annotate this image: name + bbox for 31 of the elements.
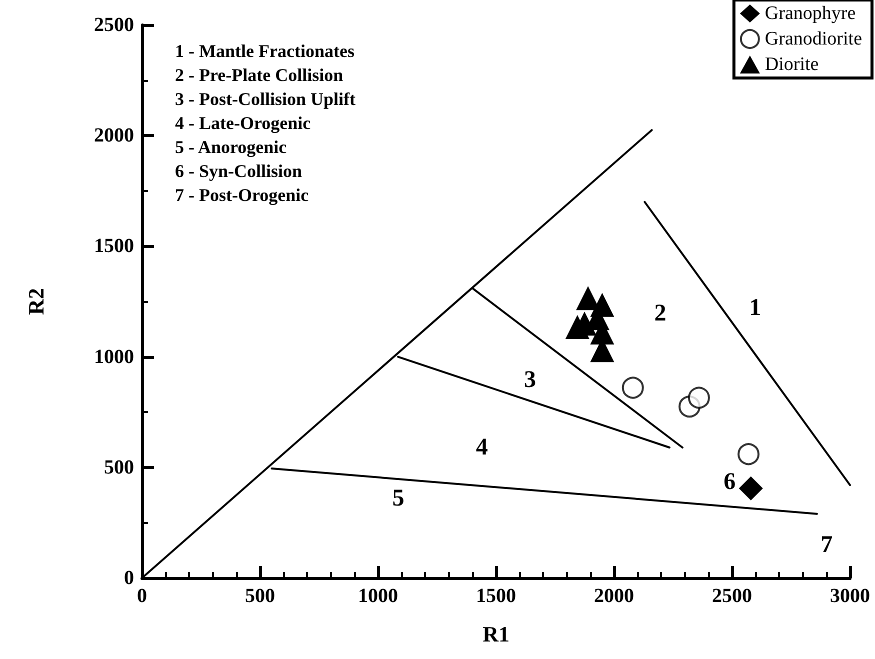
legend-label: Granodiorite [764,28,862,50]
y-tick-label: 1500 [94,235,134,258]
annotation: 2 - Pre-Plate Collision [175,65,344,85]
x-axis-title: R1 [482,622,510,646]
annotation: 3 [524,367,536,394]
y-tick-label: 500 [104,456,134,478]
annotation: 7 [820,532,833,558]
annotation: 2 [654,300,666,327]
x-tick-label: 2500 [712,585,752,607]
annotation: 6 [724,468,736,495]
y-tick-label: 2000 [94,124,134,147]
y-tick-label: 0 [124,567,134,589]
y-axis-title: R2 [24,288,48,315]
x-tick-label: 1000 [358,585,398,607]
annotation: 4 - Late-Orogenic [175,113,311,133]
annotation: 5 [392,485,404,512]
x-tick-label: 2000 [594,585,634,607]
annotation: 3 - Post-Collision Uplift [175,89,356,109]
y-tick-label: 2500 [94,14,134,36]
annotation: 7 - Post-Orogenic [175,185,309,205]
x-tick-label: 500 [245,585,275,607]
x-tick-label: 3000 [830,585,870,607]
y-tick-label: 1000 [94,346,134,368]
annotation: 1 - Mantle Fractionates [175,41,354,61]
annotation: 5 - Anorogenic [175,137,287,157]
legend-label: Granophyre [764,3,856,24]
annotation: 4 [476,434,488,460]
x-tick-label: 1500 [476,585,516,607]
legend-label: Diorite [764,54,819,75]
annotation: 1 [749,295,762,322]
annotation: 6 - Syn-Collision [175,161,302,181]
